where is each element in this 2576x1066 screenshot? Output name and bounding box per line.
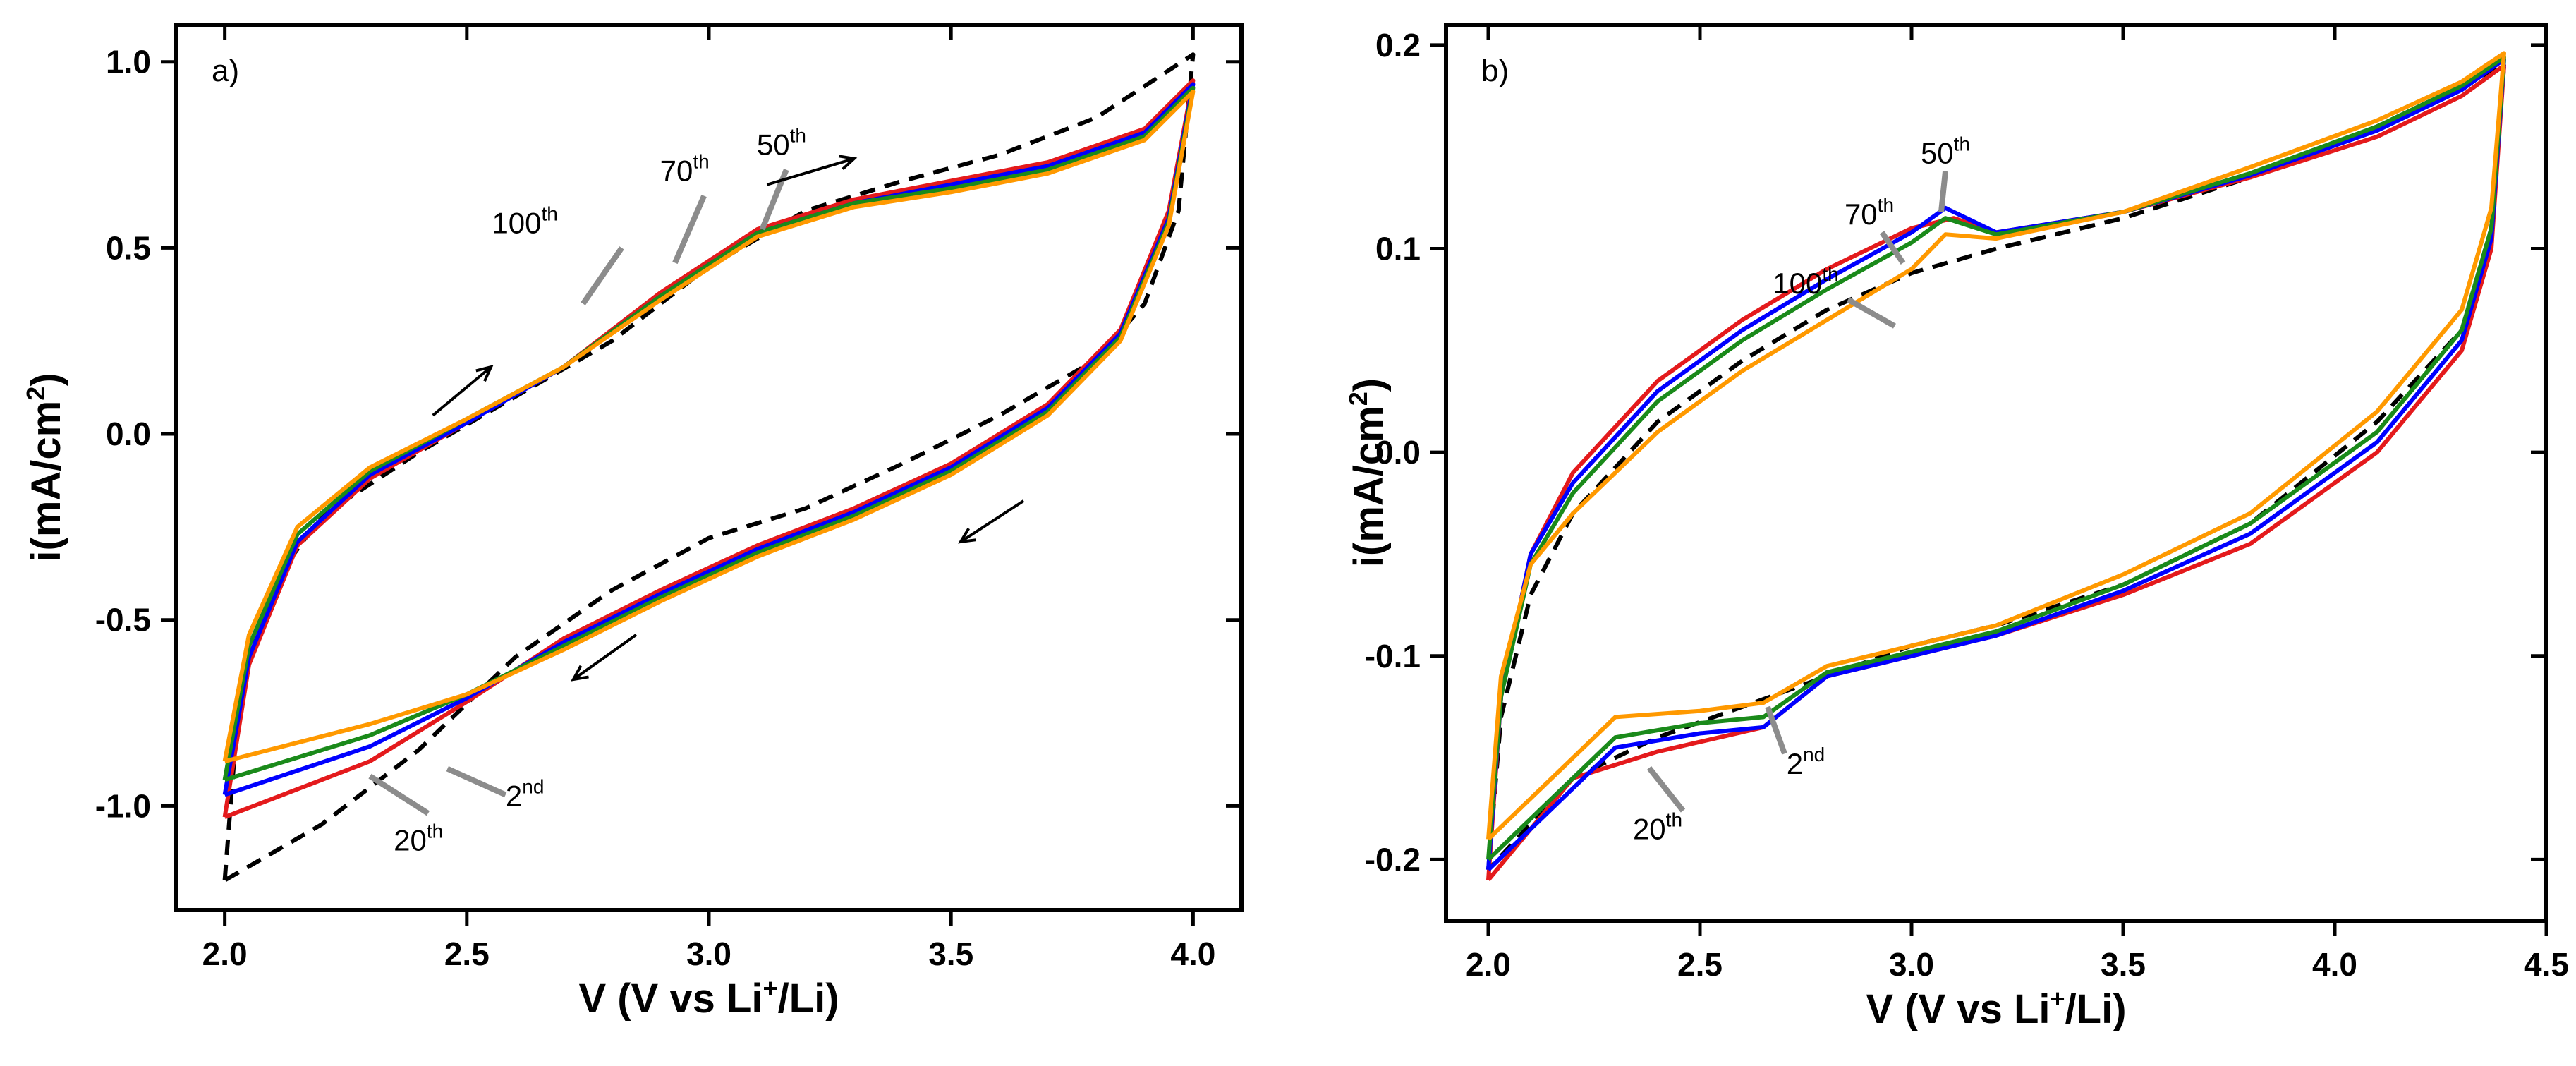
x-tick-label: 3.0	[686, 935, 731, 972]
y-tick-label: -0.1	[1365, 638, 1421, 674]
cycle-leader-line	[1879, 231, 1906, 265]
x-tick-label: 2.0	[1466, 946, 1511, 983]
x-tick-label: 4.5	[2524, 946, 2569, 983]
scan-arrow	[766, 157, 855, 186]
cycle-annotation-20th: 20th	[1633, 809, 1682, 846]
series-2nd-cycle	[222, 52, 1196, 883]
panel-a: 2.0 2.5 3.0 3.5 4.0 -1.0 -0.5 0.0 0.5 1.0 V (V vs …	[21, 23, 1244, 1022]
x-axis-label: V (V vs Li+/Li)	[1866, 984, 2126, 1032]
series-100th-cycle	[1486, 51, 2506, 841]
cycle-leader-line	[368, 773, 430, 816]
cycle-annotation-100th: 100th	[492, 202, 557, 239]
y-tick-label: -0.5	[95, 602, 151, 638]
scan-arrow	[959, 499, 1025, 543]
cycle-annotation-70th: 70th	[660, 150, 710, 187]
x-tick-label: 2.5	[1677, 946, 1723, 983]
cycle-leader-line	[1938, 171, 1948, 212]
scan-arrow-head	[475, 365, 494, 382]
y-tick-label: -1.0	[95, 787, 151, 824]
x-tick-label: 4.0	[1170, 935, 1215, 972]
x-tick-label: 2.5	[444, 935, 490, 972]
x-tick-label: 3.5	[2101, 946, 2146, 983]
cycle-leader-line	[1765, 705, 1787, 755]
series-20th-cycle	[222, 78, 1196, 820]
cycle-annotation-2nd: 2nd	[506, 775, 545, 812]
cycle-leader-line	[581, 246, 624, 305]
cycle-annotation-20th: 20th	[394, 820, 443, 857]
y-tick-label: 0.0	[1375, 434, 1421, 471]
y-axis-label: i(mA/cm2)	[1344, 378, 1392, 567]
cycle-annotation-70th: 70th	[1845, 194, 1894, 231]
cycle-leader-line	[672, 194, 707, 265]
scan-arrow-head	[958, 528, 976, 544]
y-tick-label: 0.5	[106, 229, 151, 266]
panel-label: b)	[1481, 54, 1509, 88]
scan-arrow-head	[571, 665, 589, 682]
x-tick-label: 3.0	[1889, 946, 1934, 983]
cycle-leader-line	[1847, 297, 1896, 329]
scan-arrow	[572, 634, 638, 681]
y-tick-label: 0.2	[1375, 27, 1421, 63]
x-axis-label: V (V vs Li+/Li)	[578, 974, 839, 1022]
x-tick-label: 4.0	[2312, 946, 2357, 983]
series-70th-cycle	[222, 85, 1196, 782]
panel-label: a)	[212, 54, 239, 88]
cycle-annotation-50th: 50th	[757, 125, 806, 162]
y-tick-label: 0.1	[1375, 231, 1421, 267]
series-20th-cycle	[1486, 63, 2506, 882]
y-axis-label: i(mA/cm2)	[21, 373, 69, 562]
scan-arrow	[432, 365, 492, 417]
cycle-leader-line	[446, 765, 507, 798]
cycle-leader-line	[1646, 766, 1686, 813]
cycle-annotation-50th: 50th	[1921, 133, 1970, 169]
y-tick-label: 0.0	[106, 416, 151, 452]
cycle-annotation-2nd: 2nd	[1787, 744, 1825, 780]
y-tick-label: -0.2	[1365, 841, 1421, 878]
cycle-annotation-100th: 100th	[1773, 263, 1838, 300]
plot-frame	[1444, 23, 2548, 923]
x-tick-label: 2.0	[202, 935, 248, 972]
series-100th-cycle	[222, 89, 1196, 764]
panel-b: 2.0 2.5 3.0 3.5 4.0 4.5 -0.2 -0.1 0.0 0.1 0.2 V (V …	[1344, 23, 2569, 1032]
y-tick-label: 1.0	[106, 44, 151, 80]
x-tick-label: 3.5	[928, 935, 973, 972]
scan-arrow-head	[838, 155, 858, 171]
series-70th-cycle	[1486, 55, 2506, 861]
series-2nd-cycle	[1486, 63, 2506, 871]
series-50th-cycle	[1486, 57, 2506, 871]
series-50th-cycle	[222, 82, 1196, 797]
